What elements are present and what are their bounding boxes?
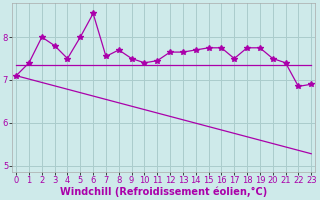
X-axis label: Windchill (Refroidissement éolien,°C): Windchill (Refroidissement éolien,°C)	[60, 187, 267, 197]
